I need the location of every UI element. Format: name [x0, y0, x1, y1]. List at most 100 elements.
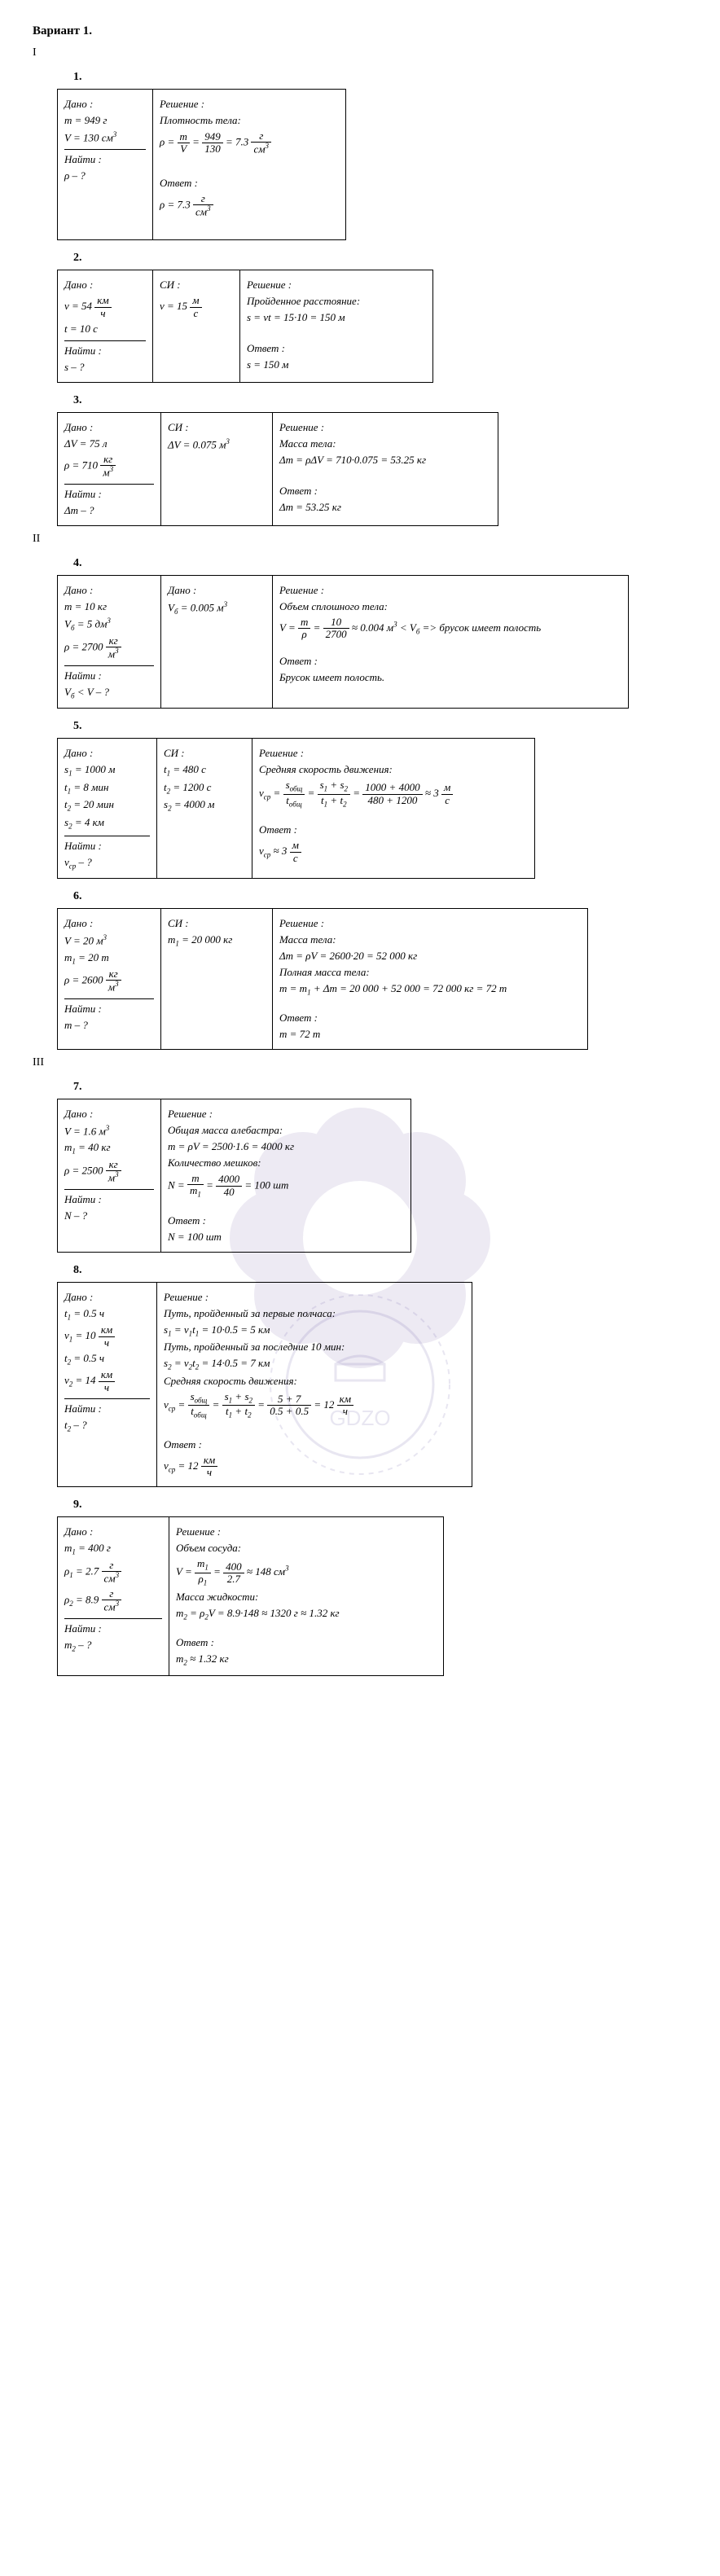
p1-eq: ρ = mV = 949130 = 7.3 гсм3 [160, 130, 339, 156]
p9-sol2: Масса жидкости: [176, 1591, 437, 1604]
p2-si: v = 15 мс [160, 295, 233, 319]
dano-header: Дано : [64, 279, 146, 292]
p3-find: Δm – ? [64, 504, 154, 517]
p8-sol3: Средняя скорость движения: [164, 1375, 465, 1388]
p5-sol-title: Средняя скорость движения: [259, 763, 528, 776]
p8-t1: t1 = 0.5 ч [64, 1307, 150, 1322]
resh-header: Решение : [176, 1525, 437, 1538]
problem-4-num: 4. [73, 557, 687, 570]
section-II: II [33, 533, 687, 546]
otvet-header: Ответ : [176, 1636, 437, 1649]
variant-title: Вариант 1. [33, 24, 687, 38]
p1-m: m = 949 г [64, 114, 146, 127]
problem-9-table: Дано : m1 = 400 г ρ1 = 2.7 гсм3 ρ2 = 8.9… [57, 1516, 444, 1675]
problem-4-table: Дано : m = 10 кг Vб = 5 дм3 ρ = 2700 кгм… [57, 575, 629, 709]
naiti-header: Найти : [64, 340, 146, 358]
problem-7-num: 7. [73, 1081, 687, 1094]
p4-ans: Брусок имеет полость. [279, 671, 621, 684]
p7-eq1: m = ρV = 2500·1.6 = 4000 кг [168, 1140, 404, 1153]
p2-eq: s = vt = 15·10 = 150 м [247, 311, 426, 324]
problem-1-num: 1. [73, 71, 687, 84]
p9-eq2: m2 = ρ2V = 8.9·148 ≈ 1320 г ≈ 1.32 кг [176, 1607, 437, 1622]
p8-v1: v1 = 10 кмч [64, 1324, 150, 1349]
p5-find: vср – ? [64, 856, 150, 871]
p7-m1: m1 = 40 кг [64, 1141, 154, 1156]
otvet-header: Ответ : [279, 1012, 581, 1025]
naiti-header: Найти : [64, 998, 154, 1016]
p8-eq1: s1 = v1t1 = 10·0.5 = 5 км [164, 1323, 465, 1338]
dano-header: Дано : [64, 917, 154, 930]
problem-3-num: 3. [73, 394, 687, 407]
resh-header: Решение : [160, 98, 339, 111]
dano-header: Дано : [64, 1291, 150, 1304]
problem-2-table: Дано : v = 54 кмч t = 10 с Найти : s – ?… [57, 270, 433, 383]
p4-rho: ρ = 2700 кгм3 [64, 635, 154, 660]
naiti-header: Найти : [64, 836, 150, 853]
problem-1-table: Дано : m = 949 г V = 130 см3 Найти : ρ –… [57, 89, 346, 240]
p5-ans: vср ≈ 3 мс [259, 840, 528, 864]
p5-eq: vср = sобщtобщ = s1 + s2t1 + t2 = 1000 +… [259, 779, 528, 809]
p2-ans: s = 150 м [247, 358, 426, 371]
si-header: СИ : [164, 747, 245, 760]
p9-m1: m1 = 400 г [64, 1542, 162, 1556]
p8-sol1: Путь, пройденный за первые полчаса: [164, 1307, 465, 1320]
p6-si: m1 = 20 000 кг [168, 933, 266, 948]
problem-6-table: Дано : V = 20 м3 m1 = 20 т ρ = 2600 кгм3… [57, 908, 588, 1050]
otvet-header: Ответ : [164, 1438, 465, 1451]
p7-find: N – ? [64, 1209, 154, 1222]
dano-header-2: Дано : [168, 584, 266, 597]
p5-t1: t1 = 8 мин [64, 781, 150, 796]
p7-sol2: Количество мешков: [168, 1156, 404, 1170]
section-I: I [33, 46, 687, 59]
p7-V: V = 1.6 м3 [64, 1124, 154, 1138]
dano-header: Дано : [64, 98, 146, 111]
p4-find: Vб < V – ? [64, 686, 154, 700]
p6-sol1: Масса тела: [279, 933, 581, 946]
p6-find: m – ? [64, 1019, 154, 1032]
si-header: СИ : [168, 421, 266, 434]
p8-t2: t2 = 0.5 ч [64, 1352, 150, 1367]
dano-header: Дано : [64, 421, 154, 434]
naiti-header: Найти : [64, 149, 146, 166]
resh-header: Решение : [279, 584, 621, 597]
problem-5-table: Дано : s1 = 1000 м t1 = 8 мин t2 = 20 ми… [57, 738, 535, 879]
p3-ans: Δm = 53.25 кг [279, 501, 491, 514]
p4-sol-title: Объем сплошного тела: [279, 600, 621, 613]
naiti-header: Найти : [64, 665, 154, 682]
section-III: III [33, 1056, 687, 1069]
p5-t2: t2 = 20 мин [64, 798, 150, 813]
p9-find: m2 – ? [64, 1639, 162, 1653]
p4-Vb: Vб = 5 дм3 [64, 617, 154, 632]
p4-m: m = 10 кг [64, 600, 154, 613]
problem-5-num: 5. [73, 720, 687, 733]
p2-find: s – ? [64, 361, 146, 374]
naiti-header: Найти : [64, 484, 154, 501]
p4-eq: V = mρ = 102700 ≈ 0.004 м3 < Vб => брусо… [279, 617, 621, 641]
resh-header: Решение : [259, 747, 528, 760]
p8-ans: vср = 12 кмч [164, 1455, 465, 1479]
p9-rho1: ρ1 = 2.7 гсм3 [64, 1560, 162, 1585]
p9-eq1: V = m1ρ1 = 4002.7 ≈ 148 см3 [176, 1558, 437, 1587]
dano-header: Дано : [64, 1108, 154, 1121]
dano-header: Дано : [64, 1525, 162, 1538]
otvet-header: Ответ : [259, 823, 528, 836]
naiti-header: Найти : [64, 1398, 150, 1415]
naiti-header: Найти : [64, 1189, 154, 1206]
otvet-header: Ответ : [168, 1214, 404, 1227]
p6-ans: m = 72 т [279, 1028, 581, 1041]
p5-s2: s2 = 4 км [64, 816, 150, 831]
problem-6-num: 6. [73, 890, 687, 903]
problem-2-num: 2. [73, 252, 687, 265]
problem-8-table: Дано : t1 = 0.5 ч v1 = 10 кмч t2 = 0.5 ч… [57, 1282, 472, 1488]
p6-V: V = 20 м3 [64, 933, 154, 947]
problem-8-num: 8. [73, 1264, 687, 1277]
p8-sol2: Путь, пройденный за последние 10 мин: [164, 1341, 465, 1354]
otvet-header: Ответ : [160, 177, 339, 190]
p7-eq2: N = mm1 = 400040 = 100 шт [168, 1173, 404, 1200]
p7-sol1: Общая масса алебастра: [168, 1124, 404, 1137]
si-header: СИ : [160, 279, 233, 292]
problem-7-table: Дано : V = 1.6 м3 m1 = 40 кг ρ = 2500 кг… [57, 1099, 411, 1253]
p3-rho: ρ = 710 кгм3 [64, 454, 154, 479]
p3-sol-title: Масса тела: [279, 437, 491, 450]
p1-find: ρ – ? [64, 169, 146, 182]
